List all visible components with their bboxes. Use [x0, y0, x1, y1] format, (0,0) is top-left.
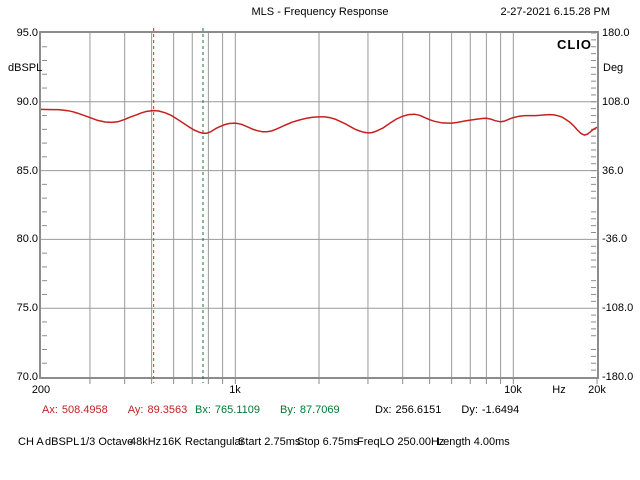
cursor-delta-readout: Dx: 256.6151 Dy: -1.6494: [375, 404, 523, 417]
cursor-d-x-value: 256.6151: [395, 404, 442, 416]
yaxis-left-tick: 85.0: [16, 165, 38, 177]
xaxis-tick-1k: 1k: [229, 384, 241, 396]
cursor-d-y-value: -1.6494: [481, 404, 520, 416]
cursor-a-x-value: 508.4958: [61, 404, 108, 416]
measurement-datetime: 2-27-2021 6.15.28 PM: [500, 6, 610, 18]
yaxis-right-tick: -108.0: [602, 302, 634, 314]
yaxis-right-tick: -180.0: [602, 371, 634, 383]
status-size: 16K: [162, 436, 182, 448]
yaxis-left-tick: 70.0: [16, 371, 38, 383]
status-window: Rectangular: [185, 436, 245, 448]
cursor-a-y-label: Ay:: [127, 404, 144, 416]
cursor-b-x-label: Bx:: [195, 404, 211, 416]
yaxis-right-tick: -36.0: [602, 233, 628, 245]
cursor-b-y-value: 87.7069: [299, 404, 340, 416]
status-channel: CH A: [18, 436, 44, 448]
status-start-time: Start 2.75ms: [238, 436, 301, 448]
yaxis-left-tick: 90.0: [16, 96, 38, 108]
status-stop-time: Stop 6.75ms: [297, 436, 359, 448]
xaxis-unit-hz: Hz: [552, 384, 566, 396]
cursor-b-y-label: By:: [279, 404, 296, 416]
yaxis-left-unit: dBSPL: [8, 62, 43, 74]
xaxis-tick-20k: 20k: [588, 384, 606, 396]
yaxis-left-tick: 95.0: [16, 27, 38, 39]
status-length: Length 4.00ms: [437, 436, 510, 448]
cursor-b-x-value: 765.1109: [214, 404, 260, 416]
cursor-a-y-value: 89.3563: [147, 404, 188, 416]
response-curve: [40, 108, 598, 136]
clio-logo: CLIO: [556, 37, 592, 52]
cursor-b-readout: Bx: 765.1109 By: 87.7069: [195, 404, 344, 417]
status-smoothing: 1/3 Octave: [80, 436, 134, 448]
cursor-d-x-label: Dx:: [375, 404, 392, 416]
cursor-a-readout: Ax: 508.4958 Ay: 89.3563: [42, 404, 191, 417]
status-unit: dBSPL: [45, 436, 80, 448]
xaxis-tick-200: 200: [31, 384, 51, 396]
yaxis-left-tick: 75.0: [16, 302, 38, 314]
status-samplerate: 48kHz: [130, 436, 162, 448]
yaxis-right-unit: Deg: [603, 62, 624, 74]
cursor-a-x-label: Ax:: [42, 404, 58, 416]
cursor-d-y-label: Dy:: [461, 404, 478, 416]
plot-border: [39, 31, 599, 379]
yaxis-right-tick: 108.0: [602, 96, 630, 108]
yaxis-left-tick: 80.0: [16, 233, 38, 245]
page-title: MLS - Frequency Response: [251, 6, 389, 18]
yaxis-right-tick: 180.0: [602, 27, 630, 39]
xaxis-tick-10k: 10k: [504, 384, 522, 396]
yaxis-right-tick: 36.0: [602, 165, 624, 177]
status-freq-lo: FreqLO 250.00Hz: [357, 436, 445, 448]
